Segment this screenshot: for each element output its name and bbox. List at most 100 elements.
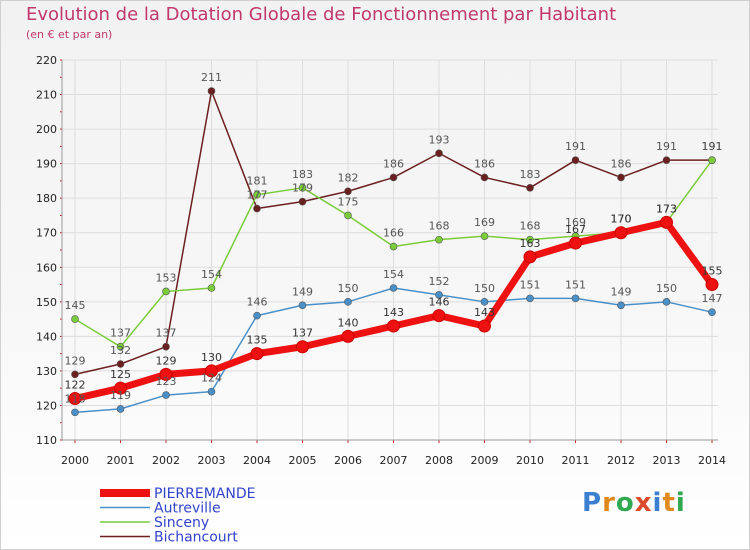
data-point-bichancourt xyxy=(480,173,489,182)
data-label-autreville: 150 xyxy=(474,282,495,295)
data-label-autreville: 152 xyxy=(429,275,450,288)
data-label-pierremande: 146 xyxy=(429,296,450,309)
x-tick-label: 2000 xyxy=(61,454,89,467)
data-label-sinceny: 173 xyxy=(656,202,677,215)
data-point-pierremande xyxy=(523,250,537,264)
x-tick-label: 2004 xyxy=(243,454,271,467)
data-label-pierremande: 122 xyxy=(65,379,86,392)
data-label-sinceny: 168 xyxy=(520,220,541,233)
data-label-bichancourt: 129 xyxy=(65,354,86,367)
data-label-autreville: 118 xyxy=(65,392,86,405)
x-tick-label: 2007 xyxy=(380,454,408,467)
chart-subtitle: (en € et par an) xyxy=(26,28,113,41)
data-label-bichancourt: 132 xyxy=(110,344,131,357)
data-label-bichancourt: 191 xyxy=(656,140,677,153)
data-label-pierremande: 170 xyxy=(611,213,632,226)
y-tick-label: 170 xyxy=(36,227,57,240)
x-tick-label: 2008 xyxy=(425,454,453,467)
data-point-autreville xyxy=(571,294,580,303)
y-tick-label: 130 xyxy=(36,365,57,378)
data-label-bichancourt: 137 xyxy=(156,327,177,340)
data-point-bichancourt xyxy=(662,156,671,164)
data-label-pierremande: 143 xyxy=(474,306,495,319)
data-label-autreville: 119 xyxy=(110,389,131,402)
data-point-sinceny xyxy=(480,232,489,240)
data-label-pierremande: 130 xyxy=(201,351,222,364)
data-label-bichancourt: 183 xyxy=(520,168,541,181)
data-point-autreville xyxy=(708,308,716,316)
data-point-sinceny xyxy=(298,184,307,192)
data-label-pierremande: 129 xyxy=(156,354,177,367)
data-point-bichancourt xyxy=(526,184,534,192)
data-point-bichancourt xyxy=(435,149,443,158)
data-point-bichancourt xyxy=(617,173,625,182)
data-point-sinceny xyxy=(116,342,125,351)
data-point-autreville xyxy=(662,298,671,306)
data-label-sinceny: 153 xyxy=(156,271,177,284)
data-label-bichancourt: 211 xyxy=(201,71,222,84)
data-label-pierremande: 163 xyxy=(520,237,541,250)
data-point-bichancourt xyxy=(71,370,79,379)
data-label-sinceny: 145 xyxy=(65,299,86,312)
data-label-sinceny: 137 xyxy=(110,327,131,340)
legend-label-sinceny: Sinceny xyxy=(154,515,209,531)
data-label-autreville: 150 xyxy=(656,282,677,295)
y-tick-label: 200 xyxy=(36,123,57,136)
data-point-pierremande xyxy=(660,215,673,229)
x-tick-label: 2002 xyxy=(152,454,180,467)
legend-label-bichancourt: Bichancourt xyxy=(154,530,238,546)
data-point-autreville xyxy=(526,294,534,303)
data-label-autreville: 151 xyxy=(565,278,586,291)
data-label-autreville: 146 xyxy=(247,296,268,309)
data-label-pierremande: 173 xyxy=(656,202,677,215)
data-point-pierremande xyxy=(250,347,264,361)
data-label-pierremande: 125 xyxy=(110,368,131,381)
data-label-autreville: 149 xyxy=(292,285,313,298)
data-label-bichancourt: 177 xyxy=(247,189,268,202)
y-tick-label: 140 xyxy=(36,330,57,343)
data-label-sinceny: 168 xyxy=(429,220,450,233)
data-label-bichancourt: 186 xyxy=(474,157,495,170)
x-tick-label: 2014 xyxy=(698,454,726,467)
data-label-sinceny: 181 xyxy=(247,175,268,188)
data-point-autreville xyxy=(253,311,261,320)
data-point-pierremande xyxy=(68,392,82,406)
data-point-bichancourt xyxy=(571,156,580,164)
data-point-pierremande xyxy=(341,329,355,343)
x-tick-label: 2001 xyxy=(107,454,135,467)
x-tick-label: 2010 xyxy=(516,454,544,467)
x-tick-label: 2012 xyxy=(607,454,635,467)
data-point-pierremande xyxy=(114,381,127,395)
data-label-sinceny: 154 xyxy=(201,268,222,281)
data-label-sinceny: 183 xyxy=(292,168,313,181)
data-point-pierremande xyxy=(569,236,582,250)
data-point-pierremande xyxy=(296,340,309,354)
data-point-autreville xyxy=(116,405,125,413)
chart-title: Evolution de la Dotation Globale de Fonc… xyxy=(26,4,617,25)
y-tick-label: 190 xyxy=(36,158,57,171)
y-tick-label: 150 xyxy=(36,296,57,309)
data-point-pierremande xyxy=(432,309,446,323)
data-point-sinceny xyxy=(71,315,79,323)
data-point-sinceny xyxy=(253,190,261,199)
data-point-autreville xyxy=(162,391,170,399)
data-point-autreville xyxy=(389,284,398,292)
y-tick-label: 160 xyxy=(36,261,57,274)
data-point-pierremande xyxy=(159,367,173,381)
data-point-pierremande xyxy=(614,226,628,240)
data-point-sinceny xyxy=(344,211,352,220)
data-label-pierremande: 155 xyxy=(702,265,723,278)
y-tick-label: 220 xyxy=(36,54,57,67)
x-tick-label: 2005 xyxy=(289,454,317,467)
legend-label-pierremande: PIERREMANDE xyxy=(154,486,255,502)
data-label-pierremande: 135 xyxy=(247,334,268,347)
x-tick-label: 2009 xyxy=(471,454,499,467)
y-tick-label: 110 xyxy=(36,434,57,447)
x-tick-label: 2013 xyxy=(653,454,681,467)
data-label-autreville: 123 xyxy=(156,375,177,388)
data-point-bichancourt xyxy=(253,204,261,213)
proxiti-logo: Proxiti xyxy=(582,488,686,518)
data-label-pierremande: 140 xyxy=(338,316,359,329)
